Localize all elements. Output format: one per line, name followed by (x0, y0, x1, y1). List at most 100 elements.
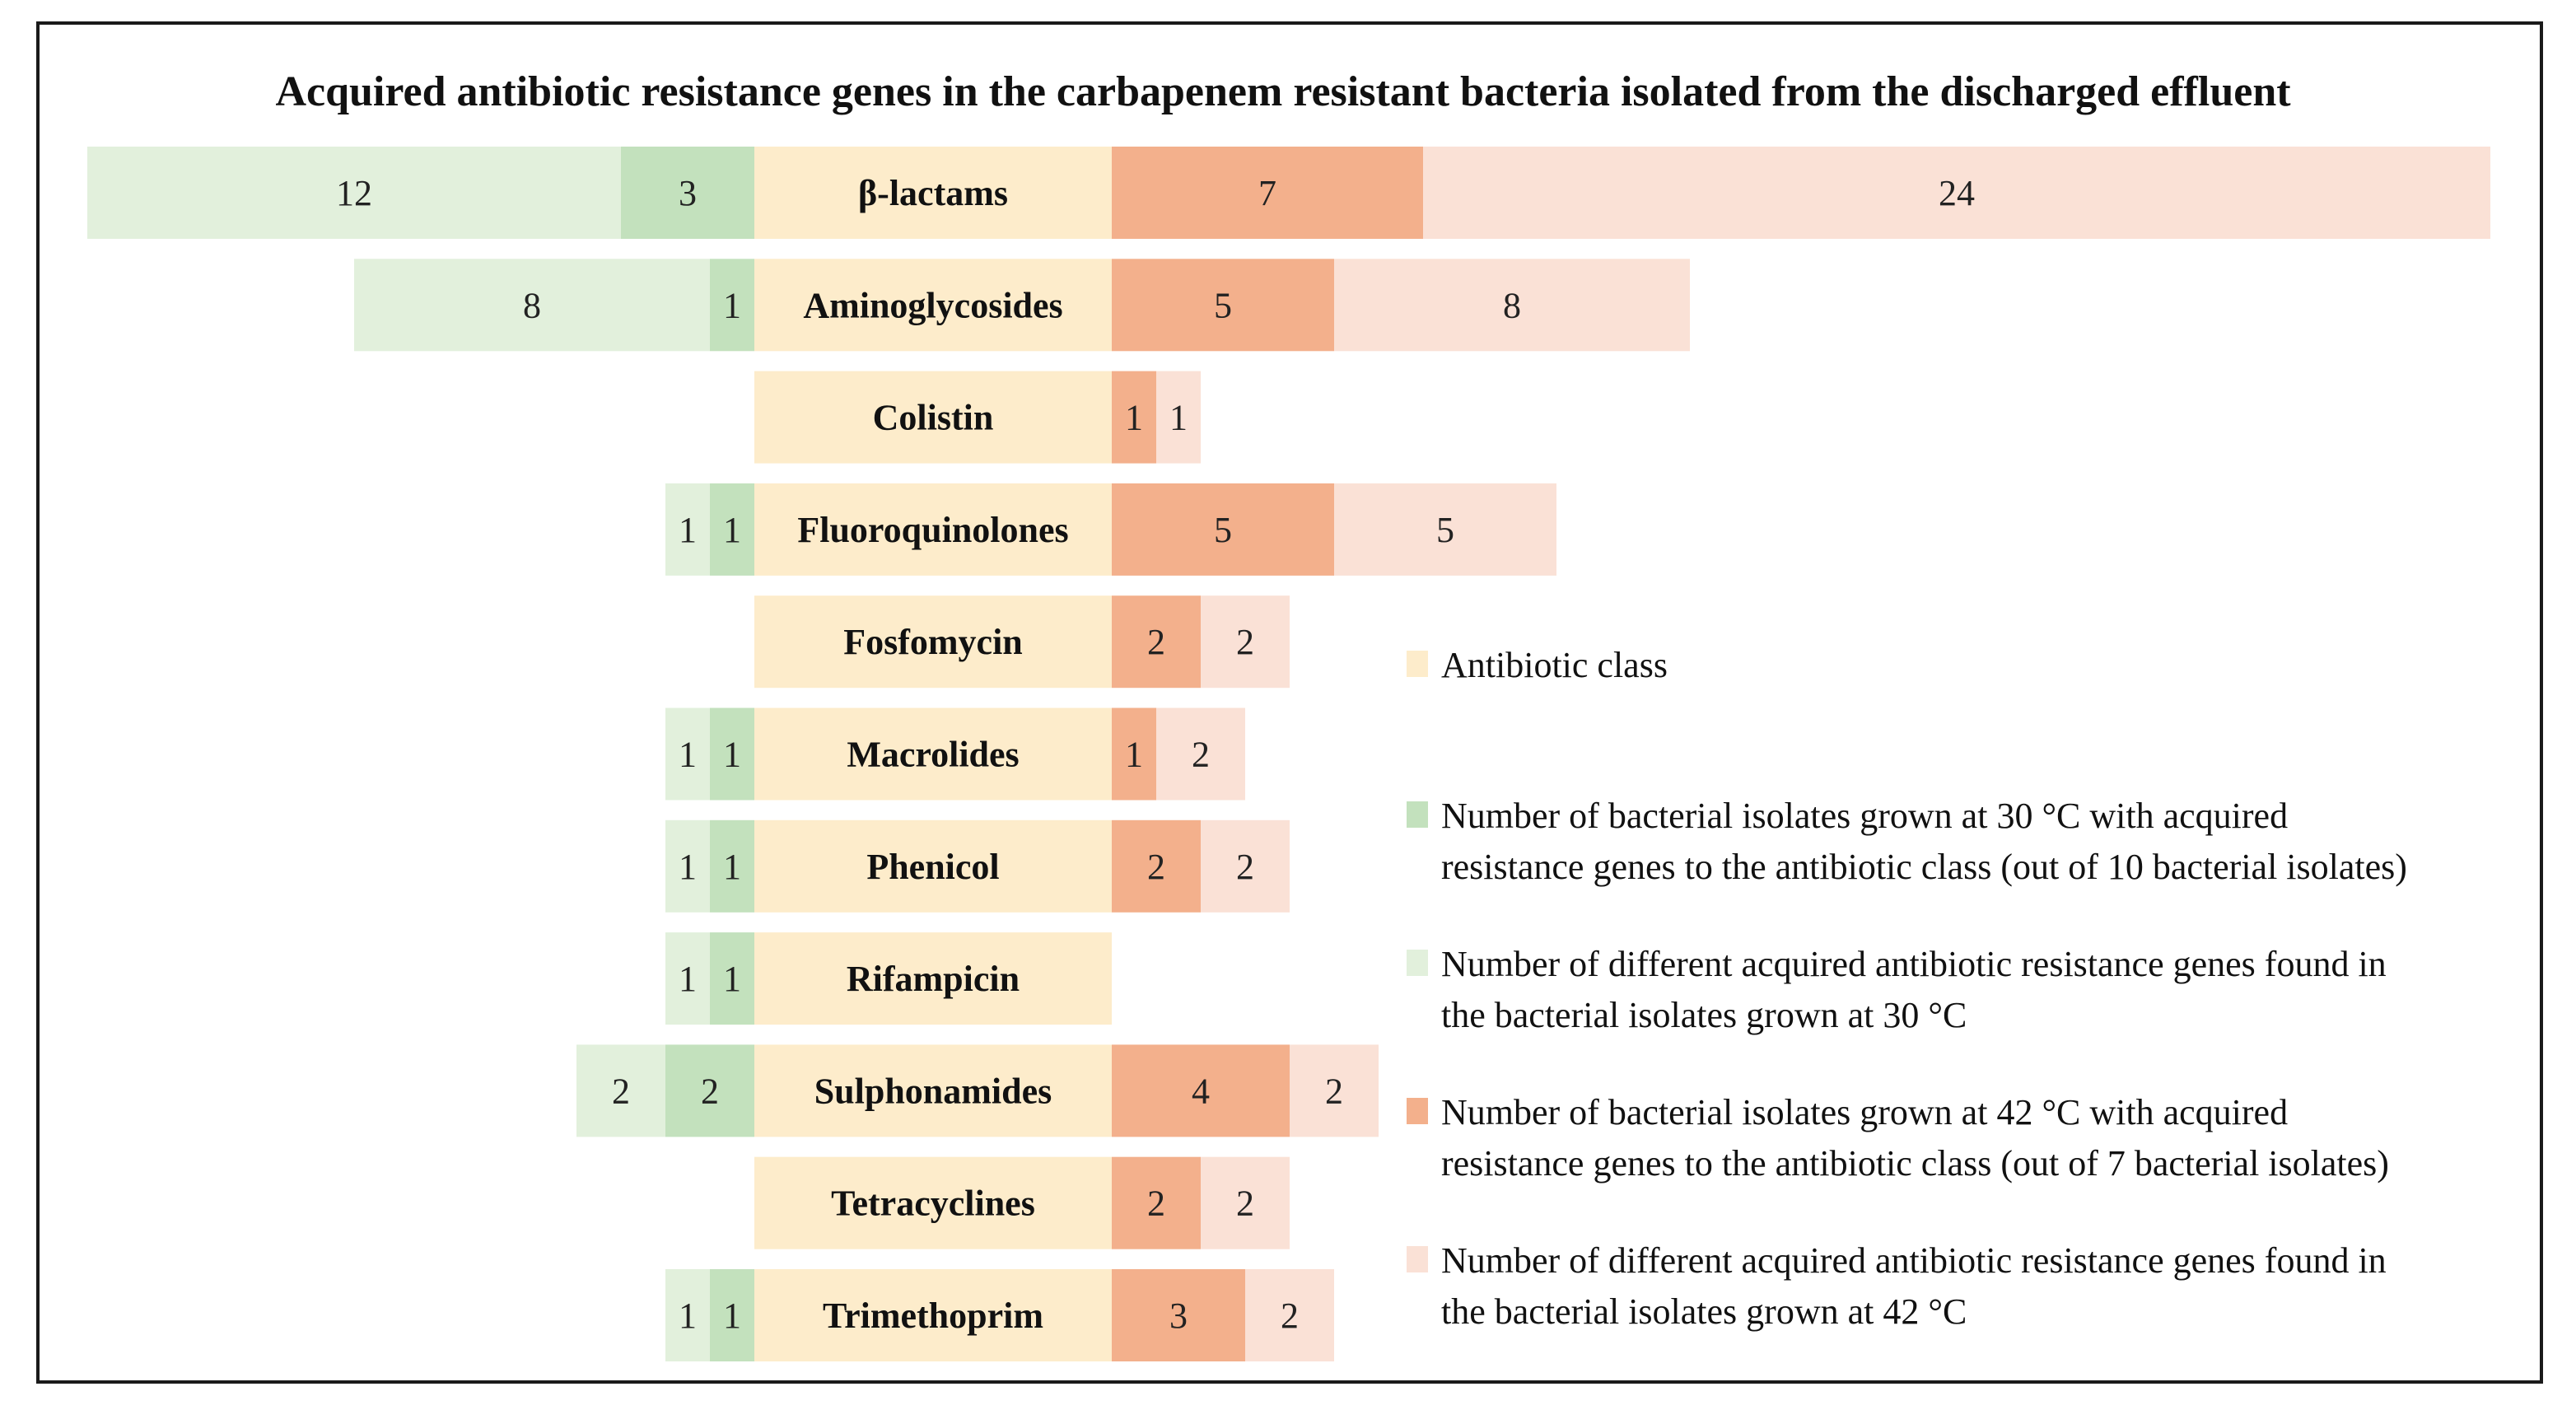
bar-isolates-42 (1112, 483, 1334, 576)
legend-label: Number of different acquired antibiotic … (1441, 1240, 2387, 1281)
legend-label: Number of bacterial isolates grown at 30… (1441, 796, 2288, 836)
bar-genes-42 (1423, 147, 2490, 239)
value-label-isolates-30: 1 (723, 735, 741, 775)
value-label-isolates-30: 1 (723, 285, 741, 325)
category-label: Fosfomycin (843, 622, 1023, 662)
bar-isolates-30 (710, 1269, 754, 1361)
bar-genes-30 (87, 147, 621, 239)
value-label-genes-30: 1 (679, 510, 697, 550)
legend-swatch (1407, 651, 1428, 677)
bar-genes-42 (1201, 1156, 1290, 1249)
legend-item-class: Antibiotic class (1407, 645, 1668, 685)
bar-genes-30 (576, 1044, 665, 1137)
legend-label: Antibiotic class (1441, 645, 1668, 685)
value-label-genes-30: 8 (523, 285, 541, 325)
legend-label: the bacterial isolates grown at 42 °C (1441, 1291, 1967, 1332)
bar-isolates-42 (1112, 1156, 1201, 1249)
value-label-isolates-42: 3 (1169, 1296, 1188, 1336)
value-label-isolates-30: 3 (679, 173, 697, 213)
category-label: Sulphonamides (814, 1071, 1052, 1111)
bar-genes-42 (1334, 483, 1556, 576)
bar-isolates-42 (1112, 707, 1156, 801)
category-label: Aminoglycosides (803, 285, 1062, 325)
value-label-isolates-30: 1 (723, 959, 741, 999)
bar-row-colistin: Colistin 1 1 (754, 371, 1201, 464)
legend-item-genes42: Number of different acquired antibiotic … (1407, 1240, 2387, 1332)
legend-label: resistance genes to the antibiotic class… (1441, 847, 2407, 887)
value-label-isolates-42: 2 (1147, 1184, 1165, 1224)
class-box (754, 595, 1112, 689)
class-box (754, 1269, 1112, 1361)
category-label: Rifampicin (847, 959, 1020, 999)
bar-isolates-42 (1112, 147, 1423, 239)
bar-isolates-42 (1112, 819, 1201, 913)
class-box (754, 1044, 1112, 1137)
legend-label: Number of different acquired antibiotic … (1441, 944, 2387, 984)
value-label-genes-30: 2 (612, 1071, 630, 1111)
bar-genes-42 (1156, 371, 1201, 464)
legend-swatch (1407, 1098, 1428, 1124)
value-label-genes-42: 2 (1236, 622, 1254, 662)
legend: Antibiotic class Number of bacterial isol… (1407, 645, 2407, 1332)
value-label-isolates-30: 1 (723, 510, 741, 550)
legend-item-isolates42: Number of bacterial isolates grown at 42… (1407, 1092, 2389, 1184)
legend-label: Number of bacterial isolates grown at 42… (1441, 1092, 2288, 1132)
category-label: β-lactams (858, 173, 1008, 213)
value-label-genes-30: 12 (336, 173, 372, 213)
class-box (754, 932, 1112, 1025)
bar-isolates-30 (665, 1044, 754, 1137)
legend-swatch (1407, 801, 1428, 828)
class-box (754, 147, 1112, 239)
value-label-isolates-30: 1 (723, 847, 741, 887)
value-label-isolates-42: 7 (1258, 173, 1276, 213)
value-label-genes-30: 1 (679, 735, 697, 775)
class-box (754, 707, 1112, 801)
bar-row-tetracyclines: Tetracyclines 2 2 (754, 1156, 1290, 1249)
bar-row-aminoglycosides: Aminoglycosides 1 8 5 8 (354, 259, 1690, 352)
value-label-isolates-42: 1 (1125, 735, 1143, 775)
bar-genes-30 (665, 932, 710, 1025)
chart-frame: Acquired antibiotic resistance genes in … (36, 21, 2543, 1384)
value-label-isolates-42: 5 (1214, 285, 1232, 325)
bar-genes-42 (1334, 259, 1690, 352)
value-label-genes-30: 1 (679, 959, 697, 999)
value-label-isolates-30: 2 (701, 1071, 719, 1111)
value-label-genes-42: 8 (1503, 285, 1521, 325)
bar-genes-30 (665, 819, 710, 913)
bar-genes-30 (354, 259, 710, 352)
value-label-genes-30: 1 (679, 1296, 697, 1336)
chart-svg: Acquired antibiotic resistance genes in … (87, 68, 2490, 1361)
bar-isolates-42 (1112, 1044, 1290, 1137)
class-box (754, 1156, 1112, 1249)
category-label: Colistin (873, 398, 994, 438)
bar-genes-42 (1156, 707, 1245, 801)
category-label: Macrolides (847, 735, 1019, 775)
class-box (754, 371, 1112, 464)
category-label: Fluoroquinolones (797, 510, 1068, 550)
value-label-isolates-42: 5 (1214, 510, 1232, 550)
category-label: Trimethoprim (823, 1296, 1043, 1336)
value-label-genes-42: 24 (1939, 173, 1975, 213)
value-label-genes-42: 2 (1281, 1296, 1299, 1336)
value-label-genes-42: 2 (1236, 1184, 1254, 1224)
category-label: Phenicol (866, 847, 999, 887)
legend-item-genes30: Number of different acquired antibiotic … (1407, 944, 2387, 1035)
legend-label: the bacterial isolates grown at 30 °C (1441, 995, 1967, 1035)
legend-swatch (1407, 1246, 1428, 1272)
value-label-isolates-42: 2 (1147, 847, 1165, 887)
bar-genes-30 (665, 707, 710, 801)
bar-isolates-30 (621, 147, 754, 239)
value-label-genes-42: 2 (1325, 1071, 1343, 1111)
chart-title: Acquired antibiotic resistance genes in … (275, 68, 2291, 115)
bar-isolates-30 (710, 483, 754, 576)
value-label-genes-42: 5 (1436, 510, 1454, 550)
value-label-genes-30: 1 (679, 847, 697, 887)
bar-isolates-42 (1112, 1269, 1245, 1361)
bar-isolates-30 (710, 707, 754, 801)
bar-row-phenicol: Phenicol 11 2 2 (665, 819, 1290, 913)
value-label-isolates-42: 1 (1125, 398, 1143, 438)
bar-genes-42 (1201, 819, 1290, 913)
bar-genes-42 (1290, 1044, 1379, 1137)
bar-isolates-42 (1112, 259, 1334, 352)
